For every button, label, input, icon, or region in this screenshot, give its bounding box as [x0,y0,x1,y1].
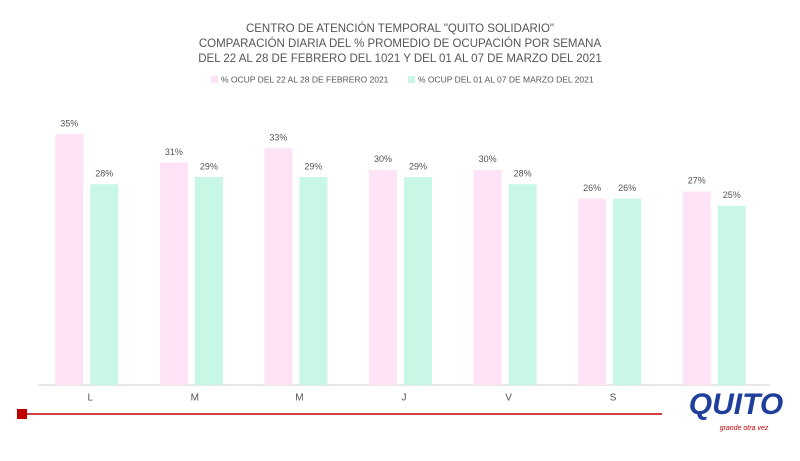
logo-text: QUITO [689,388,783,421]
bar [264,148,293,385]
data-label: 35% [60,118,78,128]
legend-swatch [211,76,218,83]
bar [508,184,537,385]
x-tick-label: M [295,393,303,404]
chart-title: CENTRO DE ATENCIÓN TEMPORAL "QUITO SOLID… [246,22,554,35]
data-label: 33% [269,133,287,143]
bar [717,205,746,385]
legend-label: % OCUP DEL 01 AL 07 DE MARZO DEL 2021 [418,74,594,84]
data-label: 30% [374,154,392,164]
bar [369,169,397,385]
bar [473,169,502,385]
data-label: 28% [95,169,113,179]
bar [578,198,607,385]
x-tick-label: M [191,393,199,404]
data-label: 29% [304,161,322,171]
x-tick-label: J [402,393,407,404]
bar [299,177,328,385]
x-tick-label: V [505,393,512,404]
bar [159,162,188,385]
data-label: 29% [409,161,427,171]
bar [682,191,711,385]
slide-marker [17,409,27,419]
x-tick-label: S [610,393,617,404]
bar [613,198,642,385]
legend-swatch [408,76,415,83]
data-label: 28% [514,169,532,179]
chart-title: COMPARACIÓN DIARIA DEL % PROMEDIO DE OCU… [199,37,602,50]
data-label: 27% [688,176,706,186]
bar [404,177,432,385]
x-tick-label: L [88,393,94,404]
bar [194,177,223,385]
data-label: 25% [723,190,741,200]
data-label: 31% [165,147,183,157]
data-label: 26% [583,183,601,193]
data-label: 26% [618,183,636,193]
data-label: 30% [479,154,497,164]
data-label: 29% [200,161,218,171]
logo-tagline: grande otra vez [720,425,769,432]
bar [55,134,84,385]
bar [90,184,119,385]
legend-label: % OCUP DEL 22 AL 28 DE FEBRERO 2021 [221,74,389,84]
chart-title: DEL 22 AL 28 DE FEBRERO DEL 1021 Y DEL 0… [198,53,602,65]
